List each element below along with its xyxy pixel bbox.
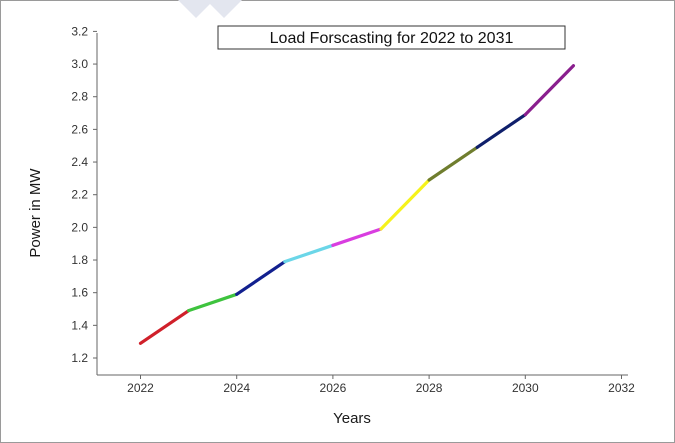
- y-tick-label: 1.8: [71, 253, 88, 267]
- x-tick-label: 2030: [512, 381, 539, 395]
- x-tick-label: 2022: [127, 381, 154, 395]
- x-tick-label: 2026: [320, 381, 347, 395]
- x-axis-title: Years: [333, 410, 371, 427]
- y-tick-label: 3.2: [71, 24, 88, 38]
- y-axis-title: Power in MW: [27, 168, 44, 258]
- x-tick-label: 2032: [608, 381, 635, 395]
- line-segment: [475, 113, 527, 149]
- y-tick-label: 1.6: [71, 286, 88, 300]
- series-load: [138, 64, 576, 345]
- line-segment: [379, 178, 431, 231]
- y-tick-label: 2.2: [71, 188, 88, 202]
- watermark-triangle-right: [206, 0, 242, 18]
- x-tick-label: 2028: [416, 381, 443, 395]
- line-segment: [283, 243, 335, 264]
- ticks: 2022 2024 2026 2028 2030 2032 1.2 1.4 1.6 1.8 2.0 2…: [71, 24, 635, 395]
- line-segment: [331, 227, 383, 247]
- y-tick-label: 2.6: [71, 122, 88, 136]
- line-segment: [523, 64, 576, 117]
- y-tick-label: 1.4: [71, 318, 88, 332]
- x-tick-label: 2024: [223, 381, 250, 395]
- y-tick-label: 2.8: [71, 90, 88, 104]
- y-tick-label: 1.2: [71, 351, 88, 365]
- y-tick-label: 2.0: [71, 220, 88, 234]
- axes: [96, 33, 628, 376]
- line-segment: [187, 292, 239, 313]
- watermark-triangle-left: [178, 0, 214, 18]
- line-segment: [138, 309, 191, 345]
- y-tick-label: 3.0: [71, 57, 88, 71]
- line-segment: [235, 260, 287, 296]
- line-segment: [427, 145, 479, 182]
- y-tick-label: 2.4: [71, 155, 88, 169]
- title-box: [217, 25, 566, 50]
- chart-title: Load Forscasting for 2022 to 2031: [270, 30, 514, 47]
